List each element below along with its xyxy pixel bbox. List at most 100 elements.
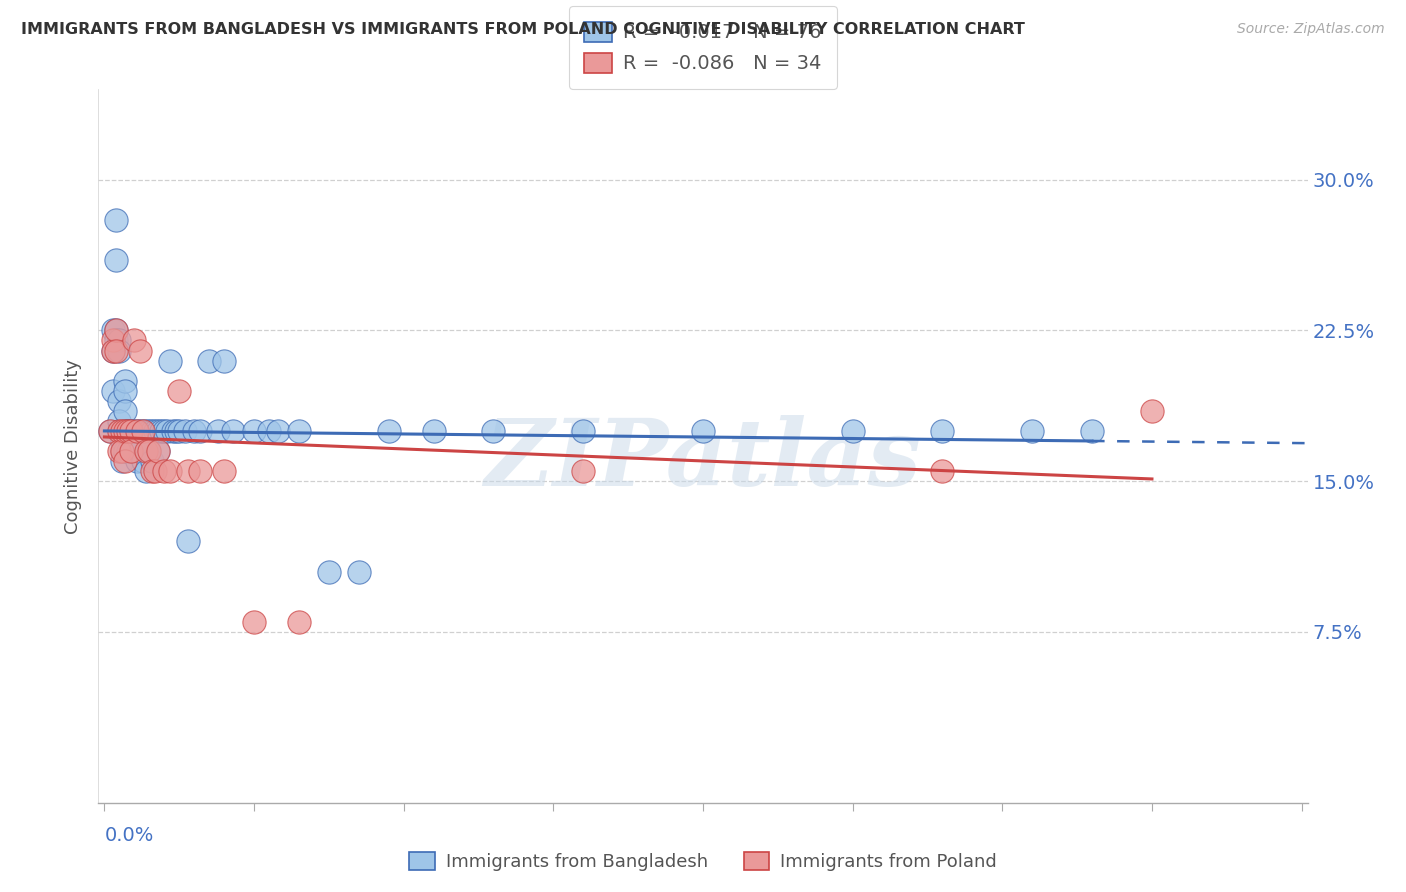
Point (148, 444, 170, 458)
Point (117, 424, 139, 438)
Point (165, 424, 187, 438)
Point (138, 444, 160, 458)
Point (143, 464, 166, 478)
Point (174, 424, 197, 438)
Point (422, 424, 444, 438)
Point (153, 424, 176, 438)
Point (1021, 424, 1043, 438)
Point (117, 444, 139, 458)
Text: IMMIGRANTS FROM BANGLADESH VS IMMIGRANTS FROM POLAND COGNITIVE DISABILITY CORREL: IMMIGRANTS FROM BANGLADESH VS IMMIGRANTS… (21, 22, 1025, 37)
Point (257, 424, 280, 438)
Point (105, 334, 128, 348)
Point (105, 343, 128, 358)
Text: 0.0%: 0.0% (104, 826, 153, 845)
Point (120, 424, 142, 438)
Point (572, 464, 595, 478)
Point (108, 414, 131, 428)
Legend: Immigrants from Bangladesh, Immigrants from Poland: Immigrants from Bangladesh, Immigrants f… (402, 845, 1004, 879)
Point (153, 464, 176, 478)
Point (103, 384, 125, 398)
Point (108, 424, 131, 438)
Point (108, 393, 131, 408)
Point (135, 444, 157, 458)
Point (132, 424, 155, 438)
Point (288, 424, 311, 438)
Point (103, 343, 125, 358)
Point (105, 323, 128, 337)
Point (108, 334, 131, 348)
Point (222, 424, 245, 438)
Point (1081, 424, 1104, 438)
Point (150, 424, 173, 438)
Point (143, 424, 166, 438)
Point (141, 454, 163, 468)
Y-axis label: Cognitive Disability: Cognitive Disability (65, 359, 83, 533)
Point (148, 424, 170, 438)
Point (572, 424, 595, 438)
Point (111, 444, 134, 458)
Point (156, 424, 179, 438)
Point (124, 334, 146, 348)
Point (212, 353, 235, 368)
Point (111, 434, 134, 448)
Point (117, 424, 139, 438)
Point (141, 464, 163, 478)
Point (135, 424, 157, 438)
Point (162, 424, 184, 438)
Point (114, 404, 136, 418)
Point (114, 424, 136, 438)
Point (120, 444, 142, 458)
Point (132, 424, 155, 438)
Point (132, 454, 155, 468)
Point (111, 424, 134, 438)
Point (159, 353, 181, 368)
Point (103, 323, 125, 337)
Text: ZIPatlas: ZIPatlas (485, 416, 921, 505)
Point (108, 343, 131, 358)
Point (347, 565, 370, 579)
Point (288, 615, 311, 629)
Point (138, 444, 160, 458)
Point (167, 384, 190, 398)
Point (267, 424, 290, 438)
Point (129, 444, 152, 458)
Point (117, 424, 139, 438)
Point (1140, 404, 1163, 418)
Point (243, 424, 266, 438)
Point (482, 424, 505, 438)
Point (841, 424, 863, 438)
Point (318, 565, 340, 579)
Point (377, 424, 399, 438)
Point (188, 424, 211, 438)
Text: Source: ZipAtlas.com: Source: ZipAtlas.com (1237, 22, 1385, 37)
Point (167, 424, 190, 438)
Point (114, 444, 136, 458)
Point (124, 424, 146, 438)
Point (108, 444, 131, 458)
Point (188, 464, 211, 478)
Point (692, 424, 714, 438)
Point (129, 424, 152, 438)
Point (931, 424, 953, 438)
Point (177, 464, 200, 478)
Point (103, 334, 125, 348)
Point (114, 384, 136, 398)
Point (129, 343, 152, 358)
Point (141, 424, 163, 438)
Point (100, 424, 122, 438)
Point (105, 253, 128, 268)
Point (148, 444, 170, 458)
Point (111, 444, 134, 458)
Point (243, 615, 266, 629)
Point (135, 464, 157, 478)
Point (100, 424, 122, 438)
Point (127, 424, 149, 438)
Point (138, 424, 160, 438)
Point (120, 424, 142, 438)
Point (159, 464, 181, 478)
Point (105, 212, 128, 227)
Point (114, 374, 136, 388)
Point (111, 454, 134, 468)
Point (198, 353, 221, 368)
Point (127, 424, 149, 438)
